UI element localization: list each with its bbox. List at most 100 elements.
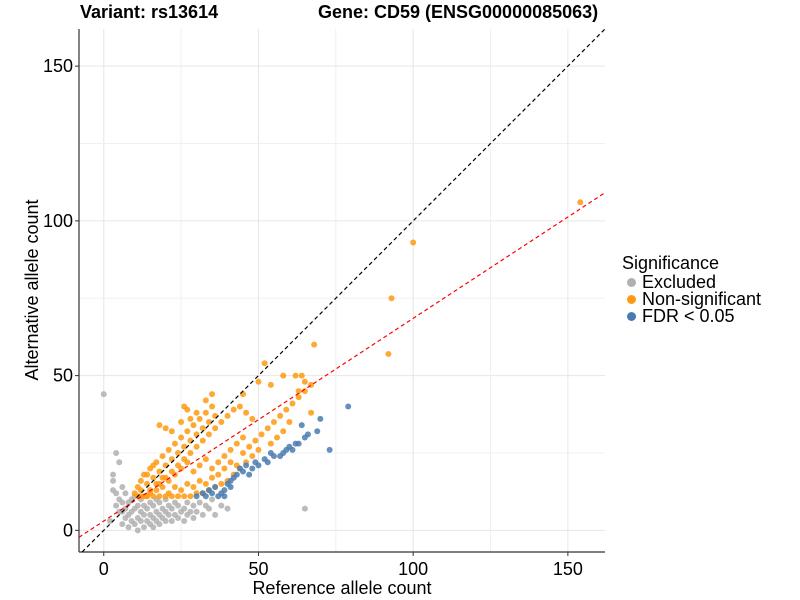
point-excluded [137,518,144,525]
point-non-significant [178,465,185,472]
point-fdr-0-05 [249,465,256,472]
reference-lines [78,28,606,553]
point-non-significant [199,437,206,444]
point-non-significant [184,459,191,466]
point-fdr-0-05 [314,428,321,435]
point-non-significant [156,468,163,475]
point-non-significant [144,471,151,478]
point-excluded [184,499,191,506]
point-non-significant [230,406,237,413]
x-tick-label: 150 [553,559,583,579]
point-excluded [190,502,197,509]
point-fdr-0-05 [221,493,228,500]
legend-item-fdr: FDR < 0.05 [622,307,761,325]
point-excluded [209,496,216,503]
point-fdr-0-05 [289,446,296,453]
point-non-significant [286,419,293,426]
point-fdr-0-05 [202,493,209,500]
point-non-significant [292,372,299,379]
variant-title: Variant: rs13614 [80,2,219,22]
point-non-significant [150,474,157,481]
legend-item-non-significant: Non-significant [622,290,761,308]
point-fdr-0-05 [255,462,262,469]
point-fdr-0-05 [326,446,333,453]
data-points [100,199,584,534]
identity-reference-line [81,28,606,553]
point-non-significant [196,415,203,422]
point-excluded [144,505,151,512]
point-non-significant [249,453,256,460]
point-non-significant [264,425,271,432]
point-non-significant [175,493,182,500]
point-excluded [140,524,147,531]
point-non-significant [193,443,200,450]
point-non-significant [181,443,188,450]
legend-dot-non-significant-icon [627,295,636,304]
point-non-significant [249,415,256,422]
point-fdr-0-05 [345,403,352,410]
point-non-significant [196,477,203,484]
point-non-significant [187,415,194,422]
point-non-significant [159,474,166,481]
point-fdr-0-05 [270,453,277,460]
point-excluded [190,514,197,521]
point-fdr-0-05 [317,415,324,422]
point-excluded [110,477,117,484]
point-fdr-0-05 [233,471,240,478]
point-excluded [181,505,188,512]
point-fdr-0-05 [298,422,305,429]
point-excluded [140,511,147,518]
point-non-significant [277,412,284,419]
point-non-significant [258,431,265,438]
point-non-significant [246,443,253,450]
point-non-significant [239,434,246,441]
point-non-significant [298,372,305,379]
point-non-significant [239,449,246,456]
point-non-significant [162,493,169,500]
point-non-significant [410,239,417,246]
point-excluded [196,499,203,506]
point-non-significant [202,456,209,463]
point-non-significant [159,484,166,491]
point-fdr-0-05 [264,459,271,466]
point-excluded [100,391,107,398]
point-excluded [106,518,113,525]
y-tick-label: 150 [43,56,73,76]
fit-reference-line [78,192,606,538]
point-non-significant [227,446,234,453]
point-non-significant [171,440,178,447]
point-non-significant [577,199,584,206]
point-non-significant [187,449,194,456]
point-excluded [162,518,169,525]
point-non-significant [295,388,302,395]
legend-dot-fdr-icon [627,312,636,321]
point-non-significant [301,378,308,385]
point-non-significant [156,493,163,500]
point-excluded [301,505,308,512]
point-fdr-0-05 [212,484,219,491]
point-excluded [224,505,231,512]
axes [75,29,605,556]
point-excluded [165,511,172,518]
point-non-significant [215,471,222,478]
point-non-significant [190,422,197,429]
point-excluded [119,499,126,506]
point-non-significant [150,493,157,500]
gene-title: Gene: CD59 (ENSG00000085063) [318,2,599,22]
point-excluded [156,499,163,506]
point-non-significant [224,412,231,419]
point-excluded [113,502,120,509]
point-non-significant [168,428,175,435]
grid-lines [79,29,605,552]
point-non-significant [255,446,262,453]
legend-dot-excluded-icon [627,278,636,287]
legend-item-excluded: Excluded [622,273,761,291]
point-excluded [193,508,200,515]
point-non-significant [184,480,191,487]
point-non-significant [168,493,175,500]
point-non-significant [255,378,262,385]
point-fdr-0-05 [221,487,228,494]
point-non-significant [233,440,240,447]
point-non-significant [212,425,219,432]
point-non-significant [261,360,268,367]
